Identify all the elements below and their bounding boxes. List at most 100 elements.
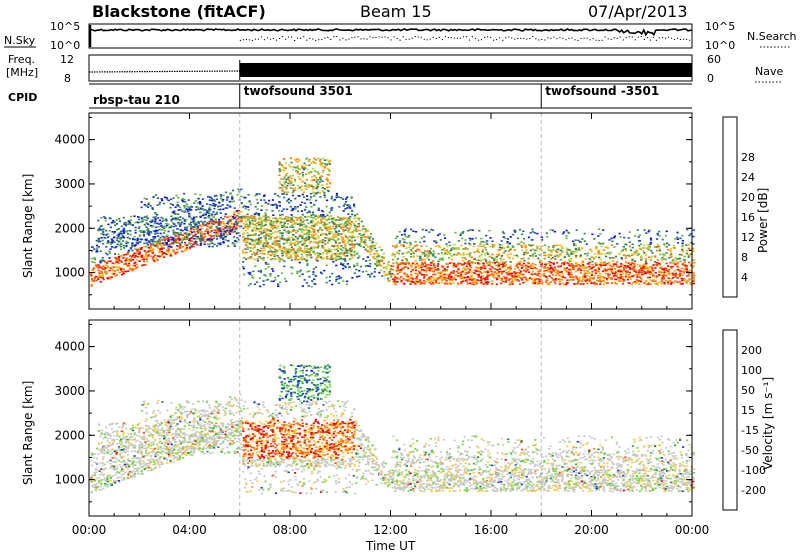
power-echo-point <box>150 231 153 234</box>
power-echo-point <box>597 275 600 277</box>
power-echo-point <box>210 197 214 199</box>
noise-search-dot <box>366 38 368 40</box>
power-echo-point <box>233 243 236 245</box>
power-echo-point <box>156 232 159 234</box>
power-echo-point <box>127 249 130 252</box>
power-echo-point <box>406 259 409 262</box>
power-echo-point <box>377 261 381 264</box>
power-echo-point <box>254 220 257 222</box>
power-echo-point <box>353 222 356 225</box>
power-echo-point <box>342 280 345 282</box>
power-echo-point <box>377 260 381 262</box>
power-echo-point <box>328 232 331 235</box>
power-echo-point <box>142 258 146 260</box>
power-echo-point <box>149 250 152 253</box>
power-echo-point <box>455 254 458 256</box>
power-echo-point <box>326 167 329 170</box>
power-echo-point <box>347 229 350 231</box>
power-echo-point <box>287 218 290 221</box>
power-echo-point <box>518 243 521 245</box>
power-echo-point <box>346 280 349 283</box>
power-echo-point <box>434 256 437 259</box>
power-echo-point <box>117 237 120 239</box>
power-echo-point <box>302 168 306 171</box>
power-echo-point <box>400 279 403 282</box>
power-echo-point <box>254 234 257 236</box>
power-echo-point <box>138 260 141 262</box>
power-echo-point <box>200 227 203 230</box>
power-echo-point <box>624 249 628 252</box>
power-echo-point <box>620 277 623 279</box>
power-echo-point <box>215 231 218 234</box>
power-echo-point <box>308 237 311 239</box>
power-echo-point <box>623 236 626 239</box>
power-echo-point <box>396 281 399 283</box>
power-echo-point <box>135 252 138 255</box>
power-echo-point <box>466 283 469 285</box>
power-echo-point <box>513 254 516 257</box>
power-echo-point <box>196 244 199 246</box>
power-echo-point <box>163 239 166 242</box>
power-echo-point <box>471 238 474 240</box>
power-echo-point <box>292 252 295 255</box>
power-echo-point <box>132 264 135 267</box>
power-echo-point <box>142 255 145 258</box>
power-echo-point <box>161 255 164 257</box>
power-echo-point <box>212 216 215 218</box>
power-echo-point <box>113 236 116 239</box>
power-echo-point <box>278 181 281 183</box>
power-echo-point <box>491 283 494 285</box>
power-echo-point <box>174 253 177 255</box>
power-echo-point <box>472 245 475 248</box>
power-echo-point <box>174 219 177 221</box>
power-echo-point <box>172 231 175 234</box>
power-echo-point <box>192 220 195 222</box>
power-echo-point <box>179 216 182 218</box>
power-echo-point <box>294 207 297 209</box>
power-echo-point <box>353 224 356 227</box>
power-echo-point <box>635 279 638 281</box>
power-echo-point <box>475 273 478 276</box>
power-echo-point <box>622 272 625 275</box>
power-echo-point <box>396 251 399 254</box>
power-echo-point <box>269 250 272 253</box>
power-echo-point <box>439 277 442 280</box>
power-echo-point <box>229 230 232 233</box>
power-echo-point <box>321 180 324 183</box>
power-echo-point <box>126 230 129 232</box>
power-echo-point <box>283 183 286 185</box>
power-echo-point <box>258 241 261 243</box>
power-echo-point <box>412 230 415 232</box>
power-echo-point <box>148 241 151 244</box>
power-echo-point <box>196 236 199 239</box>
noise-search-dot <box>441 39 443 41</box>
power-echo-point <box>557 265 560 268</box>
power-echo-point <box>466 230 470 232</box>
power-echo-point <box>547 262 550 265</box>
power-echo-point <box>345 249 349 252</box>
power-echo-point <box>435 281 438 284</box>
power-echo-point <box>494 268 497 270</box>
power-echo-point <box>235 226 238 229</box>
power-echo-point <box>610 277 613 280</box>
power-echo-point <box>594 272 597 274</box>
power-echo-point <box>570 273 573 276</box>
power-echo-point <box>348 239 351 241</box>
power-echo-point <box>424 260 427 263</box>
power-echo-point <box>317 245 320 247</box>
power-echo-point <box>290 218 293 221</box>
power-echo-point <box>233 223 236 226</box>
power-echo-point <box>321 187 324 189</box>
power-echo-point <box>534 252 537 254</box>
power-echo-point <box>314 223 317 225</box>
power-echo-point <box>315 192 318 195</box>
power-echo-point <box>306 245 309 247</box>
power-echo-point <box>457 240 460 242</box>
power-echo-point <box>235 218 239 221</box>
power-echo-point <box>99 281 102 283</box>
power-echo-point <box>307 234 310 237</box>
power-echo-point <box>178 238 181 240</box>
power-echo-point <box>445 280 448 282</box>
power-echo-point <box>495 259 498 261</box>
power-echo-point <box>149 224 152 227</box>
